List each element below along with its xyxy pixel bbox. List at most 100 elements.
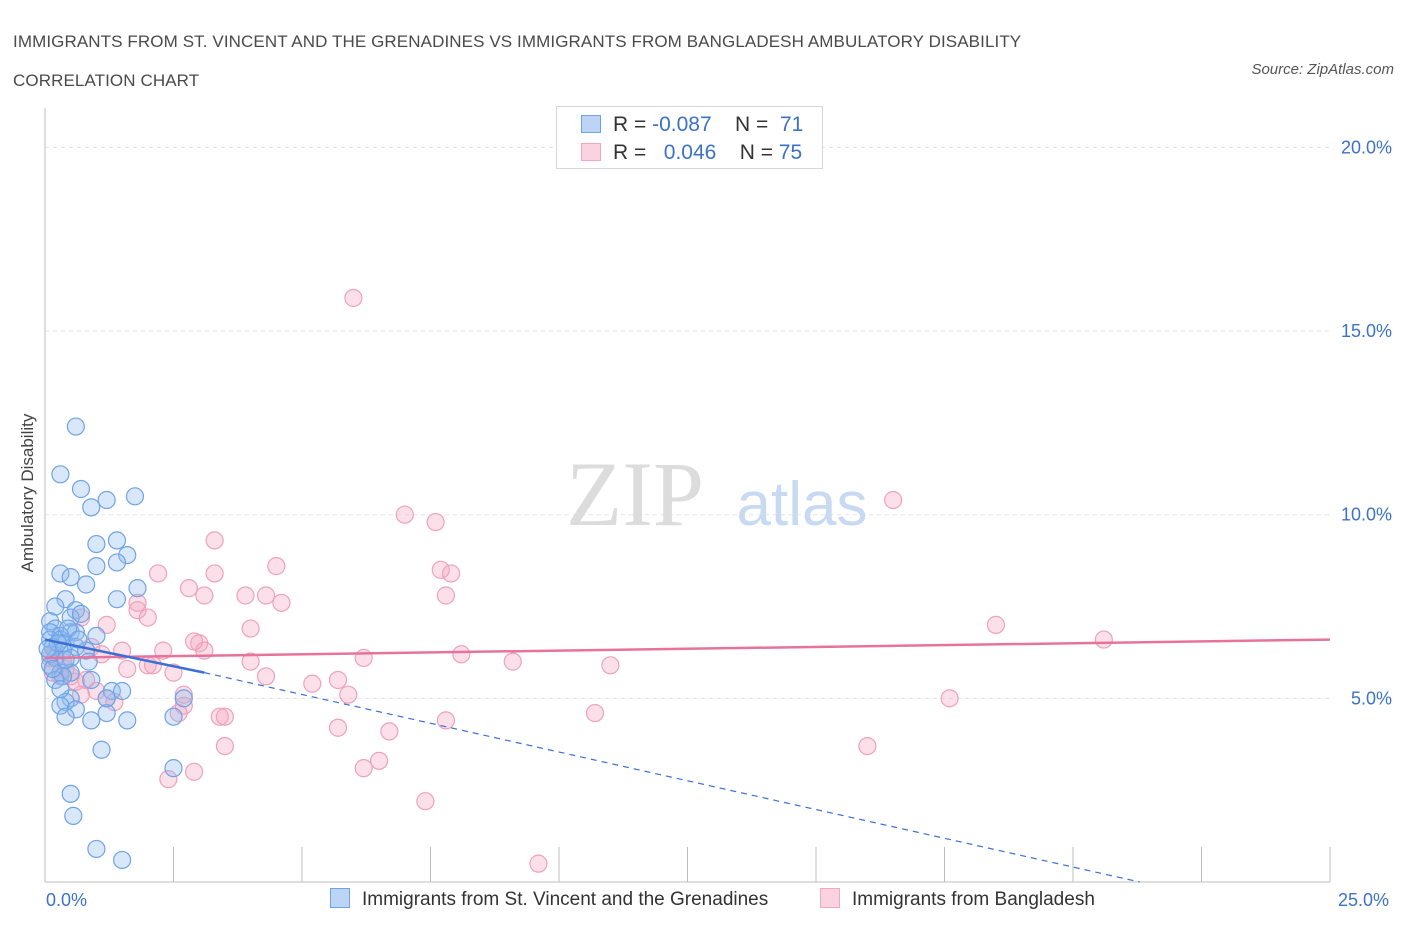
point-st-vincent xyxy=(38,639,57,658)
series-bangladesh-points xyxy=(41,288,1113,873)
point-bangladesh xyxy=(940,689,959,708)
point-bangladesh xyxy=(1094,630,1113,649)
point-bangladesh xyxy=(436,586,456,605)
point-st-vincent xyxy=(87,626,106,646)
legend-n-label: N = xyxy=(735,113,775,136)
point-bangladesh xyxy=(128,601,147,620)
point-bangladesh xyxy=(184,762,204,781)
point-bangladesh xyxy=(303,674,322,693)
point-bangladesh xyxy=(256,586,276,605)
point-bangladesh xyxy=(184,632,204,651)
point-bangladesh xyxy=(344,288,363,308)
legend-n-label: N = xyxy=(739,141,779,164)
trend-line-st-vincent-extension xyxy=(204,672,1140,883)
point-st-vincent xyxy=(112,850,132,870)
point-st-vincent xyxy=(82,711,101,730)
point-st-vincent xyxy=(97,490,116,510)
point-st-vincent xyxy=(66,700,85,719)
bottom-legend-swatch-blue xyxy=(330,888,350,908)
point-st-vincent xyxy=(56,650,75,669)
point-st-vincent xyxy=(51,680,70,699)
correlation-legend: R = -0.087 N = 71 R = 0.046 N = 75 xyxy=(556,106,823,169)
point-bangladesh xyxy=(205,564,224,583)
point-bangladesh xyxy=(339,685,358,704)
point-bangladesh xyxy=(380,722,399,741)
point-bangladesh xyxy=(395,505,414,524)
point-bangladesh xyxy=(256,667,276,686)
chart-title-line-2: CORRELATION CHART xyxy=(13,71,200,90)
point-st-vincent xyxy=(112,681,132,701)
point-st-vincent xyxy=(43,659,62,679)
point-bangladesh xyxy=(503,652,522,671)
point-bangladesh xyxy=(138,608,157,627)
y-tick-label: 20.0% xyxy=(1341,137,1392,157)
legend-r-value-blue: -0.087 xyxy=(652,113,712,136)
point-bangladesh xyxy=(195,586,214,605)
point-bangladesh xyxy=(328,670,348,690)
point-st-vincent xyxy=(164,759,183,778)
legend-n-value-pink: 75 xyxy=(778,141,803,164)
point-bangladesh xyxy=(87,681,106,701)
point-bangladesh xyxy=(354,648,373,668)
y-tick-labels: 5.0% 10.0% 15.0% 20.0% xyxy=(1341,137,1392,708)
point-bangladesh xyxy=(858,736,877,756)
point-bangladesh xyxy=(148,564,168,583)
point-bangladesh xyxy=(529,854,548,873)
bottom-legend-pink: Immigrants from Bangladesh xyxy=(820,888,1095,911)
legend-row-blue: R = -0.087 N = 71 xyxy=(581,113,803,137)
point-bangladesh xyxy=(241,652,260,671)
legend-swatch-blue xyxy=(581,115,601,133)
point-st-vincent xyxy=(97,689,116,708)
chart-title: IMMIGRANTS FROM ST. VINCENT AND THE GREN… xyxy=(13,22,1163,100)
point-st-vincent xyxy=(66,417,85,436)
point-bangladesh xyxy=(272,593,291,612)
point-bangladesh xyxy=(370,751,389,770)
axes xyxy=(44,108,1331,883)
point-bangladesh xyxy=(354,759,373,778)
point-st-vincent xyxy=(164,707,183,726)
watermark-zip: ZIP xyxy=(566,443,704,545)
point-bangladesh xyxy=(205,531,224,550)
y-tick-label: 5.0% xyxy=(1351,688,1392,708)
point-st-vincent xyxy=(51,564,70,583)
x-tick-min: 0.0% xyxy=(46,890,88,910)
point-st-vincent xyxy=(107,590,127,609)
chart-title-line-1: IMMIGRANTS FROM ST. VINCENT AND THE GREN… xyxy=(13,32,1022,51)
point-bangladesh xyxy=(585,703,605,723)
point-st-vincent xyxy=(61,784,80,803)
trend-line-st-vincent xyxy=(44,638,205,674)
point-bangladesh xyxy=(986,615,1006,634)
point-bangladesh xyxy=(128,593,147,612)
point-bangladesh xyxy=(241,619,260,638)
point-st-vincent xyxy=(64,806,83,825)
x-tick-max: 25.0% xyxy=(1338,890,1390,910)
point-st-vincent xyxy=(71,604,91,623)
point-st-vincent xyxy=(92,740,111,759)
legend-n-value-blue: 71 xyxy=(779,113,804,136)
trend-line-bangladesh xyxy=(44,638,1331,660)
point-bangladesh xyxy=(236,586,255,605)
point-st-vincent xyxy=(87,839,106,859)
point-st-vincent xyxy=(46,670,65,690)
point-st-vincent xyxy=(87,534,106,554)
point-bangladesh xyxy=(210,707,229,726)
point-bangladesh xyxy=(883,490,903,510)
bottom-legend-blue: Immigrants from St. Vincent and the Gren… xyxy=(330,888,768,911)
source-label: Source: ZipAtlas.com xyxy=(1251,61,1394,78)
point-st-vincent xyxy=(118,545,137,565)
point-st-vincent xyxy=(69,630,88,649)
point-bangladesh xyxy=(118,659,137,679)
point-bangladesh xyxy=(416,792,435,811)
point-bangladesh xyxy=(328,718,348,737)
point-st-vincent xyxy=(77,575,96,594)
point-st-vincent xyxy=(97,703,116,723)
legend-r-label: R = xyxy=(613,141,653,164)
y-tick-label: 10.0% xyxy=(1341,505,1392,525)
point-st-vincent xyxy=(71,479,91,499)
bottom-legend-swatch-pink xyxy=(820,888,840,908)
point-st-vincent xyxy=(79,652,98,671)
point-bangladesh xyxy=(426,512,445,532)
point-st-vincent xyxy=(118,711,137,730)
point-bangladesh xyxy=(601,656,620,675)
